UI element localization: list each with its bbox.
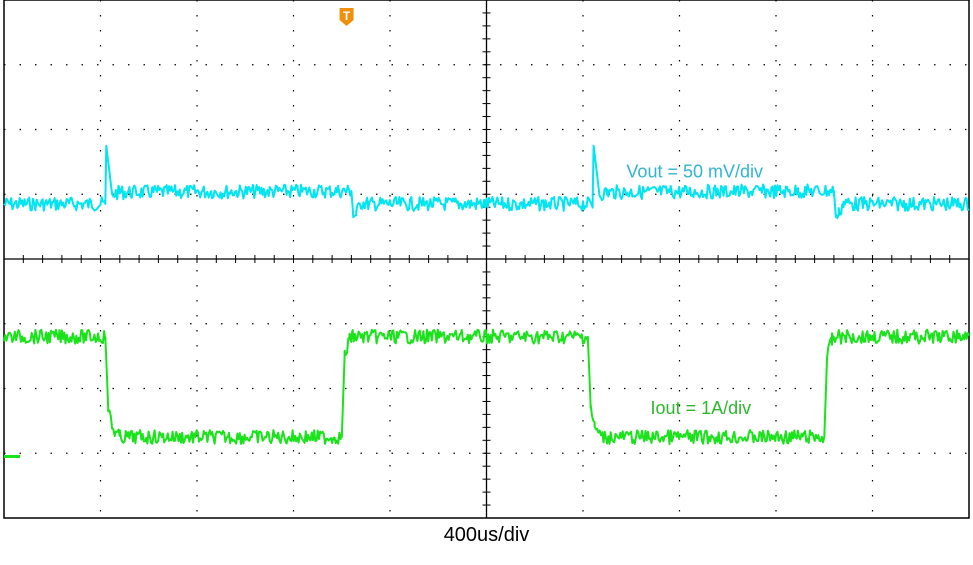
trace-iout (3, 328, 970, 445)
vout-scale-label: Vout = 50 mV/div (626, 162, 763, 182)
oscilloscope-plot: T Vout = 50 mV/div Iout = 1A/div (3, 0, 970, 519)
graticule (3, 0, 970, 519)
traces (3, 144, 970, 445)
trace-vout (3, 144, 970, 220)
timebase-label: 400us/div (443, 524, 530, 546)
trigger-marker-icon: T (339, 8, 354, 26)
trace-labels: Vout = 50 mV/div Iout = 1A/div (626, 162, 763, 418)
trigger-marker-label: T (343, 9, 351, 23)
iout-scale-label: Iout = 1A/div (651, 398, 752, 418)
markers: T (4, 8, 354, 458)
